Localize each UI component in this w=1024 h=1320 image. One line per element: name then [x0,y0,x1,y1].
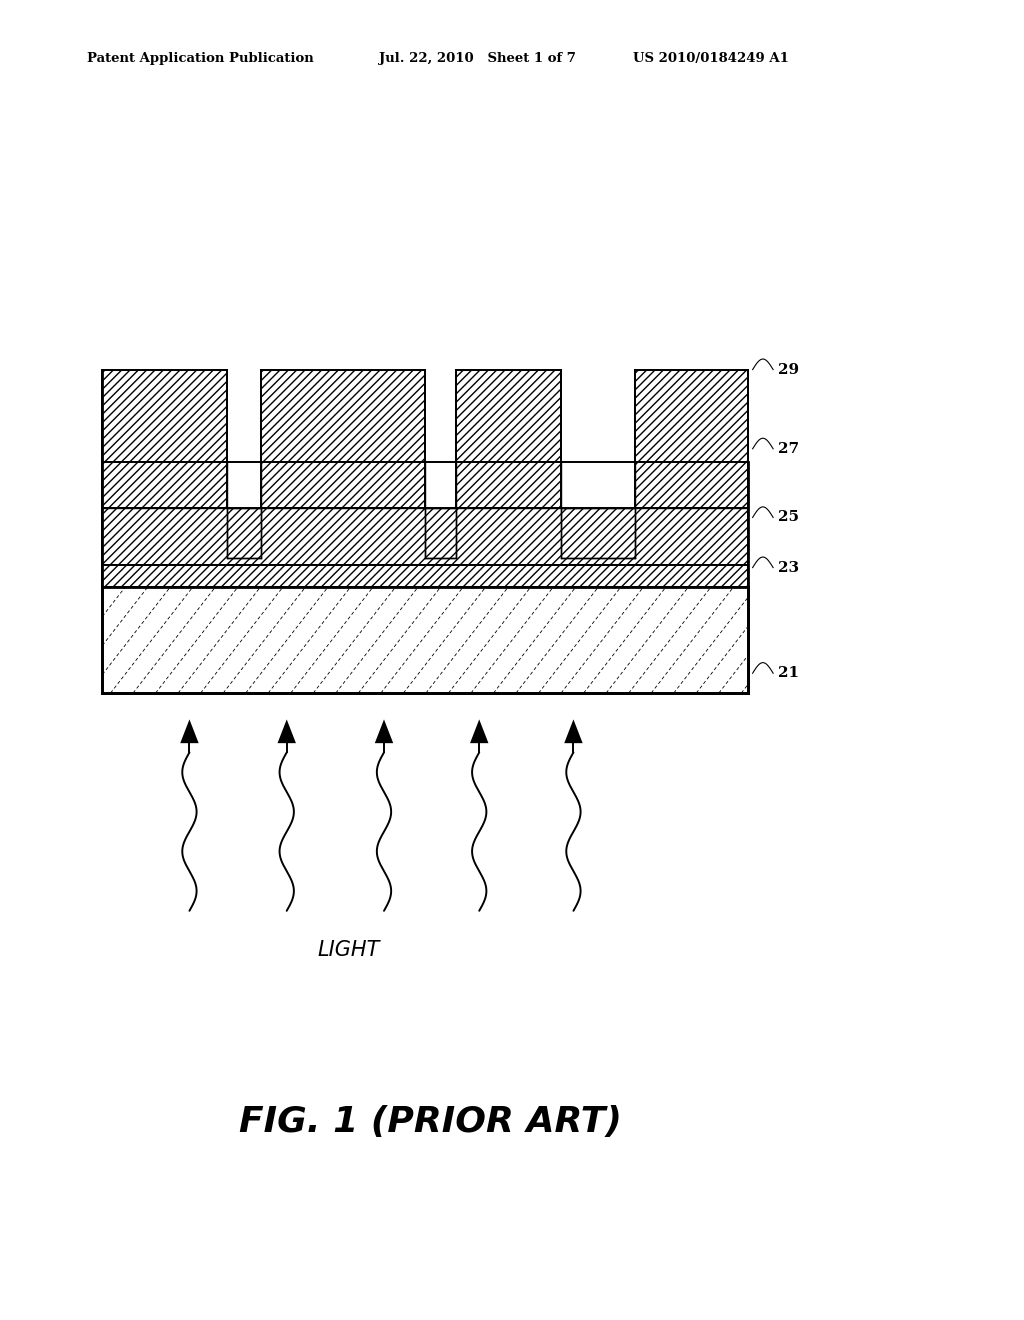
Text: Patent Application Publication: Patent Application Publication [87,51,313,65]
Bar [635,462,748,508]
Bar [102,587,748,693]
Text: Jul. 22, 2010   Sheet 1 of 7: Jul. 22, 2010 Sheet 1 of 7 [379,51,575,65]
Text: LIGHT: LIGHT [317,940,379,961]
Bar [227,508,261,558]
Bar [227,506,261,558]
Text: 27: 27 [778,442,800,455]
Polygon shape [470,719,488,743]
Bar [561,506,635,558]
Text: 21: 21 [778,667,800,680]
Text: US 2010/0184249 A1: US 2010/0184249 A1 [633,51,788,65]
Bar [102,462,227,508]
Bar [635,370,748,462]
Polygon shape [180,719,199,743]
Bar [102,508,748,565]
Bar [102,370,227,462]
Bar [456,370,561,462]
Polygon shape [564,719,583,743]
Bar [102,587,748,693]
Text: 23: 23 [778,561,800,574]
Text: 29: 29 [778,363,800,376]
Polygon shape [375,719,393,743]
Bar [102,565,748,587]
Bar [425,508,456,558]
Bar [456,462,561,508]
Bar [561,508,635,558]
Bar [261,370,425,462]
Bar [425,506,456,558]
Bar [261,462,425,508]
Text: FIG. 1 (PRIOR ART): FIG. 1 (PRIOR ART) [239,1105,622,1139]
Polygon shape [278,719,296,743]
Text: 25: 25 [778,511,800,524]
